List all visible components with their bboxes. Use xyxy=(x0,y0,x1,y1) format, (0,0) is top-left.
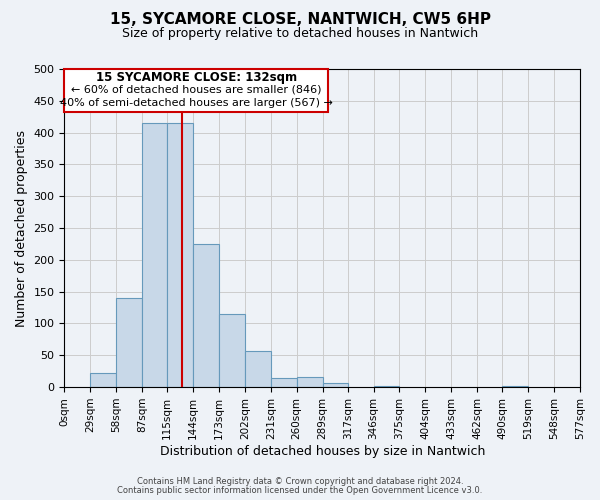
Bar xyxy=(245,351,271,387)
Bar xyxy=(323,384,347,387)
Bar xyxy=(374,386,400,387)
Bar xyxy=(502,386,528,387)
Bar xyxy=(142,123,167,387)
Text: Contains HM Land Registry data © Crown copyright and database right 2024.: Contains HM Land Registry data © Crown c… xyxy=(137,477,463,486)
Bar xyxy=(219,314,245,387)
Y-axis label: Number of detached properties: Number of detached properties xyxy=(15,130,28,326)
Bar xyxy=(116,298,142,387)
Text: Contains public sector information licensed under the Open Government Licence v3: Contains public sector information licen… xyxy=(118,486,482,495)
Text: 15 SYCAMORE CLOSE: 132sqm: 15 SYCAMORE CLOSE: 132sqm xyxy=(95,72,297,85)
Bar xyxy=(167,123,193,387)
Bar xyxy=(91,373,116,387)
Text: ← 60% of detached houses are smaller (846): ← 60% of detached houses are smaller (84… xyxy=(71,85,322,95)
Text: 15, SYCAMORE CLOSE, NANTWICH, CW5 6HP: 15, SYCAMORE CLOSE, NANTWICH, CW5 6HP xyxy=(110,12,491,28)
Bar xyxy=(271,378,297,387)
Bar xyxy=(297,377,323,387)
Text: Size of property relative to detached houses in Nantwich: Size of property relative to detached ho… xyxy=(122,28,478,40)
Bar xyxy=(193,244,219,387)
Text: 40% of semi-detached houses are larger (567) →: 40% of semi-detached houses are larger (… xyxy=(60,98,332,108)
X-axis label: Distribution of detached houses by size in Nantwich: Distribution of detached houses by size … xyxy=(160,444,485,458)
